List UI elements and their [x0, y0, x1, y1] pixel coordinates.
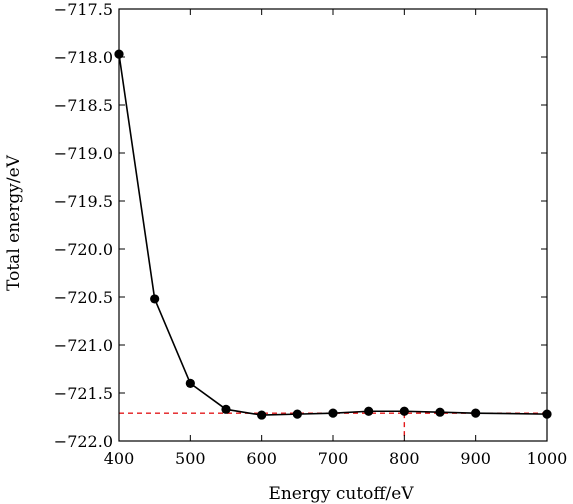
x-tick-label: 1000 — [527, 449, 568, 468]
ticks-layer: 400 500 600 700 800 900 1000 −717.5 −718.0 −718.5… — [54, 0, 568, 468]
data-point — [257, 410, 267, 420]
data-point — [185, 378, 195, 388]
data-point — [221, 404, 231, 414]
plot-frame — [118, 8, 548, 442]
x-tick-label: 500 — [175, 449, 206, 468]
y-tick-label: −718.5 — [54, 96, 113, 115]
data-point — [150, 294, 160, 304]
x-tick-label: 800 — [389, 449, 420, 468]
data-point — [292, 409, 302, 419]
y-tick-label: −721.0 — [54, 336, 113, 355]
x-tick-label: 700 — [318, 449, 349, 468]
y-tick-label: −722.0 — [54, 432, 113, 451]
x-axis-label: Energy cutoff/eV — [268, 484, 414, 504]
y-tick-label: −719.5 — [54, 192, 113, 211]
y-tick-label: −719.0 — [54, 144, 113, 163]
y-axis-label: Total energy/eV — [4, 154, 24, 291]
y-tick-label: −720.0 — [54, 240, 113, 259]
data-point — [364, 406, 374, 416]
data-point — [399, 406, 409, 416]
y-tick-label: −721.5 — [54, 384, 113, 403]
x-tick-label: 400 — [104, 449, 135, 468]
series-layer — [114, 49, 552, 420]
y-tick-label: −718.0 — [54, 48, 113, 67]
reference-lines — [119, 412, 547, 441]
y-tick-label: −717.5 — [54, 0, 113, 19]
x-tick-label: 900 — [460, 449, 491, 468]
data-point — [328, 408, 338, 418]
x-tick-label: 600 — [246, 449, 277, 468]
data-point — [471, 408, 481, 418]
y-tick-label: −720.5 — [54, 288, 113, 307]
data-point — [435, 407, 445, 417]
series-line — [118, 54, 548, 416]
